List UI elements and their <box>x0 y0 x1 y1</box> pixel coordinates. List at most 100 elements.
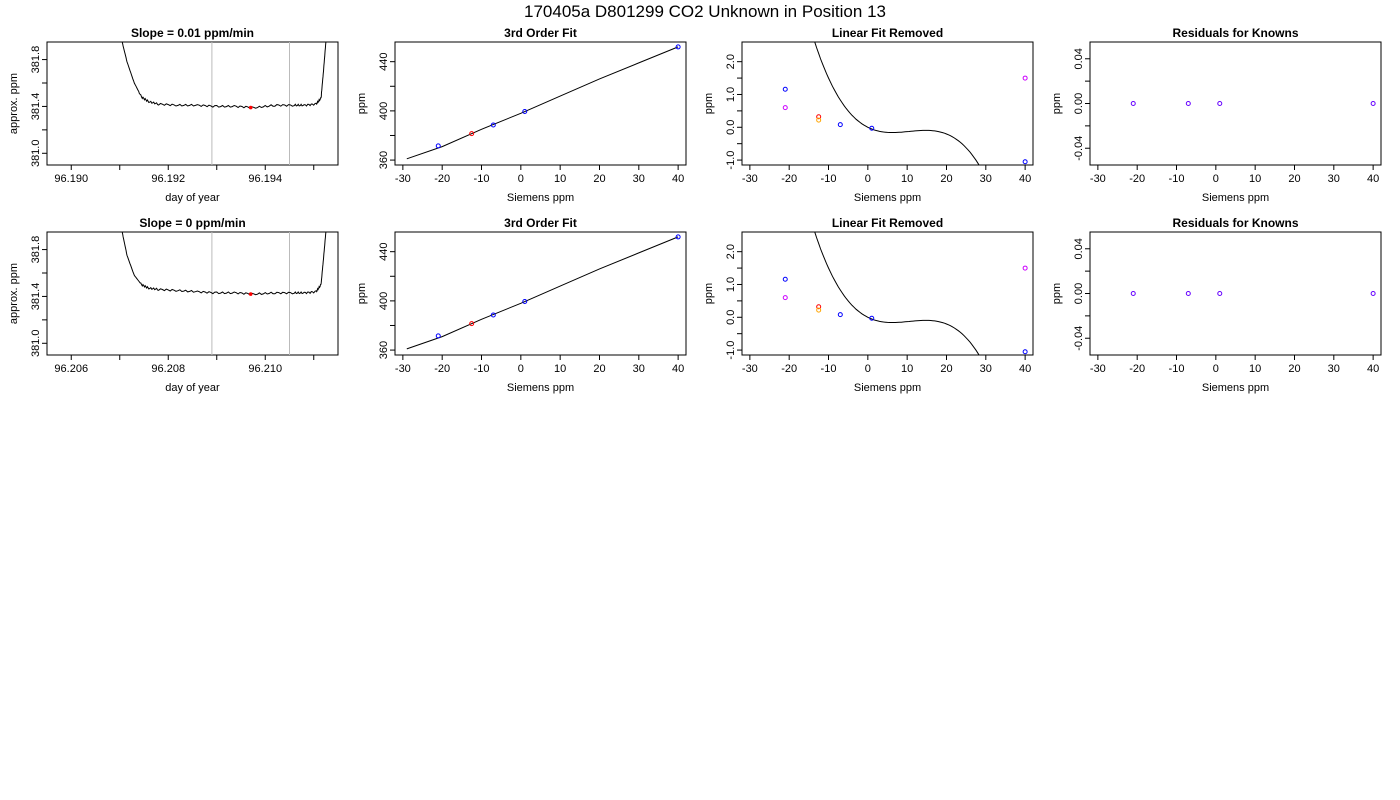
panel-title: Slope = 0 ppm/min <box>139 216 245 230</box>
plot-frame <box>394 231 687 356</box>
y-tick-label: 381.0 <box>30 330 42 358</box>
r2_trace-panel: Slope = 0 ppm/min 96.206 96.208 96.210 381.0… <box>8 216 339 394</box>
data-point <box>1217 101 1223 106</box>
r1_trace-panel: Slope = 0.01 ppm/min 96.190 96.192 96.194 38… <box>8 26 339 204</box>
data-point <box>1370 101 1376 106</box>
data-point <box>1185 291 1191 296</box>
x-tick-label: -10 <box>474 173 490 185</box>
trace-line <box>121 232 327 296</box>
data-point <box>435 143 441 149</box>
x-tick-label: 0 <box>518 363 524 375</box>
x-tick-label: 20 <box>593 363 605 375</box>
panel-title: Linear Fit Removed <box>832 216 943 230</box>
y-tick-label: 381.4 <box>30 283 42 311</box>
r2_res-panel: Residuals for Knowns -30 -20 -10 0 10 20 30 40 -0… <box>1051 216 1382 394</box>
x-tick-label: -20 <box>434 173 450 185</box>
x-tick-label: 20 <box>1288 173 1300 185</box>
x-tick-label: -20 <box>434 363 450 375</box>
data-point <box>816 117 822 123</box>
y-tick-label: 440 <box>378 243 390 261</box>
x-tick-label: 0 <box>518 173 524 185</box>
x-tick-label: 30 <box>1328 363 1340 375</box>
r2_fit-panel: 3rd Order Fit -30 -20 -10 0 10 20 30 40 360 400 440… <box>356 216 687 394</box>
x-tick-label: 96.194 <box>248 173 282 185</box>
y-tick-label: -1.0 <box>725 151 737 170</box>
data-point <box>869 315 875 321</box>
plot-frame <box>46 231 339 356</box>
x-tick-label: 96.210 <box>248 363 282 375</box>
trace-highlight-point <box>248 292 253 296</box>
data-point <box>522 108 528 114</box>
data-point <box>435 333 441 339</box>
x-tick-label: 0 <box>1213 173 1219 185</box>
data-point <box>1022 159 1028 165</box>
x-tick-label: 96.192 <box>151 173 185 185</box>
fit-curve <box>814 42 980 165</box>
data-point <box>782 105 788 111</box>
x-tick-label: -20 <box>781 363 797 375</box>
y-tick-label: 2.0 <box>725 54 737 69</box>
data-point <box>782 86 788 92</box>
x-tick-label: 10 <box>901 173 913 185</box>
x-tick-label: 96.190 <box>54 173 88 185</box>
plot-frame <box>1089 231 1382 356</box>
data-point <box>1022 349 1028 355</box>
panel-title: Linear Fit Removed <box>832 26 943 40</box>
y-tick-label: 0.04 <box>1073 238 1085 259</box>
data-point <box>816 304 822 310</box>
r1_lin-panel: Linear Fit Removed -30 -20 -10 0 10 20 30 40 -1.0… <box>703 26 1034 204</box>
y-tick-label: 0.00 <box>1073 283 1085 304</box>
x-axis-label: day of year <box>165 382 220 394</box>
panel-title: Residuals for Knowns <box>1172 216 1298 230</box>
x-tick-label: 0 <box>1213 363 1219 375</box>
x-tick-label: -10 <box>821 173 837 185</box>
plot-frame <box>741 41 1034 166</box>
x-tick-label: 40 <box>672 173 684 185</box>
data-point <box>1370 291 1376 296</box>
plot-frame <box>394 41 687 166</box>
y-tick-label: 0.0 <box>725 310 737 325</box>
x-tick-label: -10 <box>1169 363 1185 375</box>
panel-title: 3rd Order Fit <box>504 216 577 230</box>
x-tick-label: 10 <box>901 363 913 375</box>
x-tick-label: 10 <box>1249 173 1261 185</box>
x-axis-label: Siemens ppm <box>507 382 574 394</box>
x-tick-label: 0 <box>865 173 871 185</box>
x-axis-label: day of year <box>165 192 220 204</box>
y-tick-label: 0.0 <box>725 120 737 135</box>
figure-title: 170405a D801299 CO2 Unknown in Position … <box>524 2 886 21</box>
y-tick-label: -1.0 <box>725 341 737 360</box>
plot-area <box>1130 101 1376 106</box>
plot-area <box>406 234 681 350</box>
data-point <box>869 125 875 131</box>
panel-title: 3rd Order Fit <box>504 26 577 40</box>
x-tick-label: -20 <box>1129 173 1145 185</box>
fit-curve <box>406 236 679 350</box>
x-tick-label: 96.206 <box>54 363 88 375</box>
x-axis-label: Siemens ppm <box>1202 382 1269 394</box>
data-point <box>469 321 475 327</box>
x-tick-label: -30 <box>395 173 411 185</box>
x-tick-label: -10 <box>474 363 490 375</box>
y-tick-label: 400 <box>378 102 390 120</box>
y-axis-label: ppm <box>1051 93 1063 114</box>
data-point <box>837 312 843 318</box>
y-tick-label: -0.04 <box>1073 136 1085 161</box>
data-point <box>1217 291 1223 296</box>
y-tick-label: 1.0 <box>725 277 737 292</box>
x-tick-label: -30 <box>1090 173 1106 185</box>
x-axis-label: Siemens ppm <box>854 192 921 204</box>
data-point <box>782 276 788 282</box>
x-tick-label: 20 <box>940 363 952 375</box>
x-tick-label: 40 <box>1019 173 1031 185</box>
plot-area <box>1130 291 1376 296</box>
x-tick-label: -30 <box>742 363 758 375</box>
fit-curve <box>406 46 679 160</box>
y-tick-label: 1.0 <box>725 87 737 102</box>
x-tick-label: -20 <box>781 173 797 185</box>
y-tick-label: 0.04 <box>1073 48 1085 69</box>
y-tick-label: 360 <box>378 151 390 169</box>
x-tick-label: 10 <box>1249 363 1261 375</box>
data-point <box>490 312 496 318</box>
